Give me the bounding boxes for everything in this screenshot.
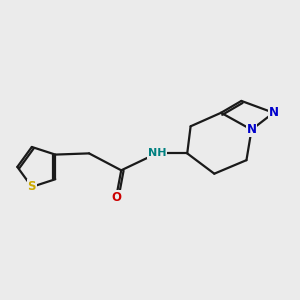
Text: N: N: [268, 106, 278, 119]
Text: S: S: [28, 180, 36, 194]
Text: N: N: [247, 123, 256, 136]
Text: NH: NH: [148, 148, 166, 158]
Text: O: O: [111, 191, 121, 204]
